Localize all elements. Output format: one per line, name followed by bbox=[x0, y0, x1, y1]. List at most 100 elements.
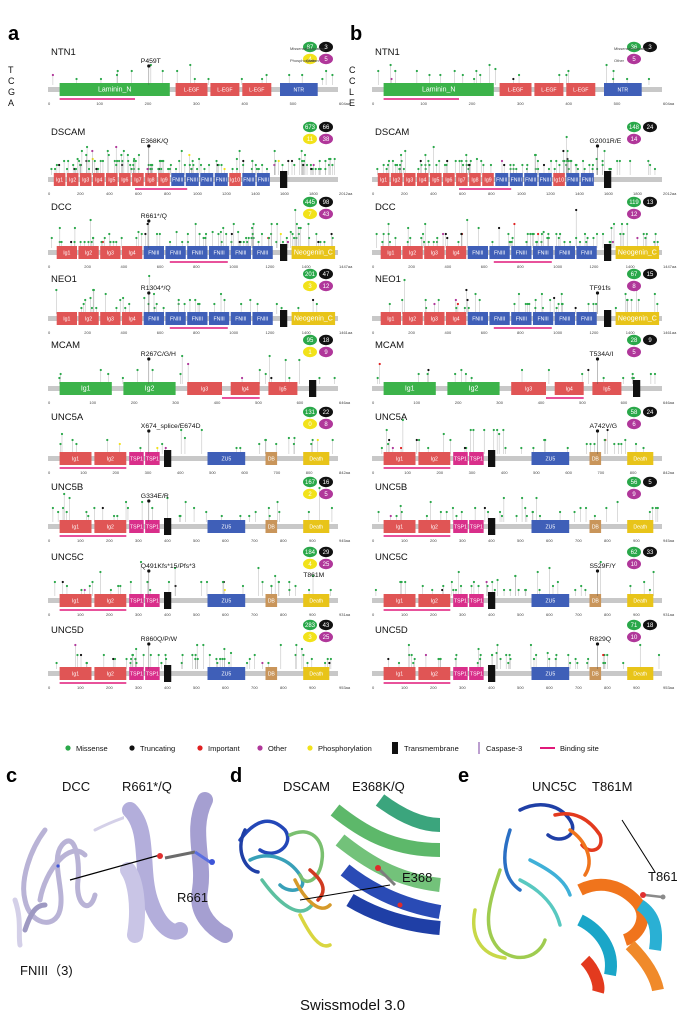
count-phosphorylation: 11 bbox=[307, 137, 314, 143]
lollipop-head bbox=[407, 643, 411, 647]
lollipop-head bbox=[286, 240, 290, 244]
protein-length: 2012aa bbox=[339, 191, 353, 196]
domain-label: ZU5 bbox=[545, 599, 555, 605]
count-badge-truncating bbox=[319, 619, 333, 631]
lollipop-head bbox=[251, 232, 254, 236]
lollipop-head bbox=[268, 514, 271, 518]
axis-tick: 300 bbox=[459, 612, 466, 617]
count-badge-other bbox=[319, 53, 333, 65]
lollipop-head bbox=[496, 643, 499, 647]
domain-zu5 bbox=[207, 452, 246, 465]
domain-label: DB bbox=[592, 599, 600, 605]
axis-tick: 400 bbox=[106, 191, 113, 196]
lollipop-head bbox=[427, 240, 430, 244]
domain-ig9 bbox=[158, 173, 170, 186]
lollipop-head bbox=[254, 510, 257, 514]
count-missense: 87 bbox=[307, 45, 314, 51]
lollipop-head bbox=[79, 240, 82, 244]
lollipop-head bbox=[547, 232, 550, 236]
lollipop-head bbox=[603, 438, 606, 442]
lollipop-head bbox=[602, 376, 605, 380]
panel-c-mutation: R661*/Q bbox=[122, 779, 172, 794]
lollipop-head bbox=[189, 63, 192, 67]
lollipop-head bbox=[474, 292, 477, 296]
lollipop-head bbox=[220, 163, 223, 167]
lollipop-head bbox=[155, 302, 158, 306]
axis-tick: 300 bbox=[135, 685, 142, 690]
lollipop-head bbox=[311, 438, 314, 442]
axis-tick: 300 bbox=[517, 101, 524, 106]
lollipop-head bbox=[140, 232, 143, 236]
legend-important-dot bbox=[197, 745, 203, 751]
lollipop-head bbox=[566, 446, 569, 450]
lollipop-head bbox=[242, 240, 245, 244]
lollipop-head bbox=[515, 514, 518, 518]
lollipop-head bbox=[425, 514, 429, 518]
lollipop-head bbox=[157, 653, 160, 657]
count-badge-truncating bbox=[319, 476, 333, 488]
protein-length: 953aa bbox=[339, 685, 351, 690]
lollipop-head bbox=[247, 236, 250, 240]
lollipop-head bbox=[132, 159, 136, 163]
count-badge-phosphorylation bbox=[303, 631, 317, 643]
domain-label: NTR bbox=[294, 88, 305, 94]
count-badge-missense bbox=[303, 196, 317, 208]
lollipop-head bbox=[180, 661, 183, 665]
axis-tick: 0 bbox=[372, 538, 375, 543]
domain-label: FNIII bbox=[525, 178, 536, 184]
count-phosphorylation: 4 bbox=[308, 562, 312, 568]
lollipop-head bbox=[53, 167, 57, 171]
lollipop-head bbox=[466, 298, 469, 302]
mutation-counts: 95 181 9 bbox=[303, 334, 333, 358]
lollipop-head bbox=[211, 230, 214, 234]
lollipop-head bbox=[311, 574, 315, 578]
lollipop-head bbox=[479, 653, 482, 657]
lollipop-head bbox=[490, 653, 494, 657]
lollipop-head bbox=[169, 163, 172, 167]
count-phosphorylation: 3 bbox=[308, 635, 312, 641]
domain-label: Ig6 bbox=[121, 178, 128, 184]
lollipop-head bbox=[563, 159, 566, 163]
lollipop-head bbox=[310, 167, 313, 171]
lollipop-head bbox=[415, 438, 418, 442]
domain-label: L-EGF bbox=[541, 88, 556, 94]
domain-label: Ig1 bbox=[380, 178, 387, 184]
hotspot-mutation: TF91fs bbox=[590, 285, 612, 292]
lollipop-head bbox=[583, 167, 586, 171]
lollipop-head bbox=[261, 661, 264, 665]
lollipop-head bbox=[238, 149, 241, 153]
lollipop-head bbox=[83, 240, 86, 244]
count-badge-phosphorylation bbox=[303, 346, 317, 358]
domain-label: Death bbox=[633, 525, 647, 531]
lollipop-head bbox=[388, 240, 392, 244]
lollipop-head bbox=[173, 566, 177, 570]
lollipop-head bbox=[107, 372, 110, 376]
lollipop-head bbox=[581, 159, 585, 163]
count-other: 8 bbox=[632, 284, 636, 290]
lollipop-head bbox=[469, 159, 472, 163]
lollipop-head bbox=[548, 566, 551, 570]
domain-track: Ig1 Ig2 TSP1 TSP1 ZU5 DB Death bbox=[59, 520, 330, 533]
lollipop-head bbox=[547, 368, 550, 372]
domain-ig4 bbox=[121, 312, 143, 325]
lollipop-head bbox=[249, 298, 252, 302]
domain-death bbox=[303, 594, 330, 607]
legend-binding: Binding site bbox=[560, 744, 599, 753]
axis-tick: 1400 bbox=[626, 264, 636, 269]
lollipop-head bbox=[460, 232, 463, 236]
lollipop-head bbox=[558, 232, 562, 236]
lollipop-head bbox=[121, 163, 124, 167]
domain-tsp1 bbox=[129, 520, 144, 533]
lollipop-head bbox=[188, 153, 191, 157]
panel-e-mutation: T861M bbox=[592, 779, 632, 794]
count-badge-missense bbox=[627, 334, 641, 346]
count-badge-missense bbox=[303, 41, 317, 53]
lollipop-head bbox=[495, 651, 498, 655]
axis-tick: 400 bbox=[445, 264, 452, 269]
lollipop-head bbox=[213, 302, 216, 306]
lollipop-head bbox=[643, 580, 646, 584]
lollipop-head bbox=[558, 73, 561, 77]
lollipop-head bbox=[240, 77, 243, 81]
